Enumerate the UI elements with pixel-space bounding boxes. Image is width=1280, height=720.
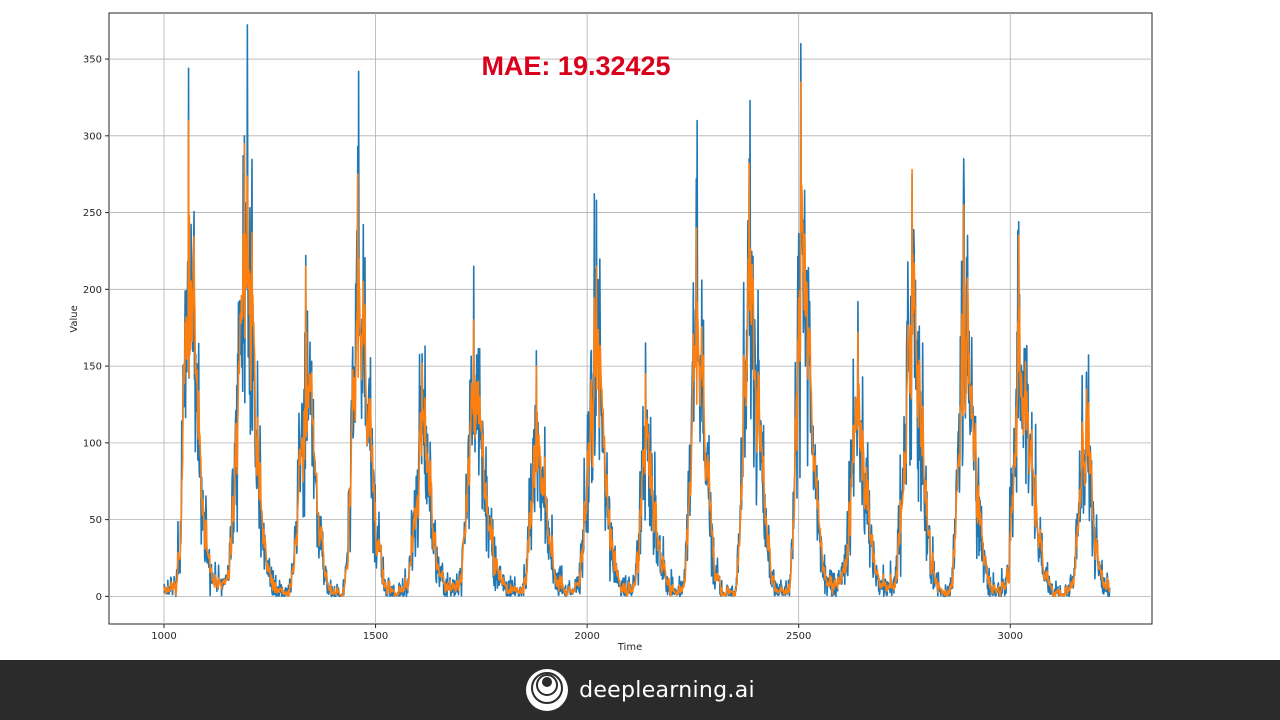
deeplearning-logo-icon bbox=[526, 669, 569, 711]
x-tick-label: 1500 bbox=[363, 631, 388, 642]
series-line-forecast bbox=[163, 81, 1111, 598]
x-axis-label: Time bbox=[617, 642, 642, 653]
y-tick-label: 350 bbox=[83, 55, 102, 66]
y-axis-label: Value bbox=[69, 305, 80, 332]
plot-area bbox=[108, 12, 1153, 625]
y-tick-label: 50 bbox=[89, 515, 102, 526]
ticks: 1000 1500 2000 2500 3000 0 50 100 150 200 250 300 35… bbox=[83, 55, 1023, 642]
y-tick-label: 150 bbox=[83, 362, 102, 373]
mae-annotation: MAE: 19.32425 bbox=[481, 51, 670, 81]
y-tick-label: 250 bbox=[83, 208, 102, 219]
series-layer bbox=[163, 24, 1111, 598]
y-tick-label: 0 bbox=[96, 592, 102, 603]
y-tick-label: 300 bbox=[83, 131, 102, 142]
x-tick-label: 2000 bbox=[574, 631, 599, 642]
x-tick-label: 2500 bbox=[786, 631, 811, 642]
brand-name: deeplearning.ai bbox=[579, 677, 755, 703]
footer-bar: deeplearning.ai bbox=[0, 660, 1280, 720]
y-tick-label: 100 bbox=[83, 438, 102, 449]
x-tick-label: 1000 bbox=[151, 631, 176, 642]
y-tick-label: 200 bbox=[83, 285, 102, 296]
chart: 1000 1500 2000 2500 3000 0 50 100 150 200 250 300 35… bbox=[69, 12, 1153, 653]
x-tick-label: 3000 bbox=[998, 631, 1023, 642]
